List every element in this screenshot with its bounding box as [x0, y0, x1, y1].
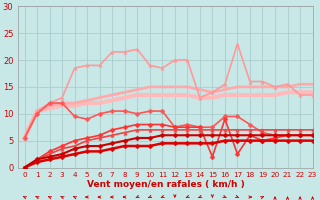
X-axis label: Vent moyen/en rafales ( km/h ): Vent moyen/en rafales ( km/h ) [86, 180, 244, 189]
